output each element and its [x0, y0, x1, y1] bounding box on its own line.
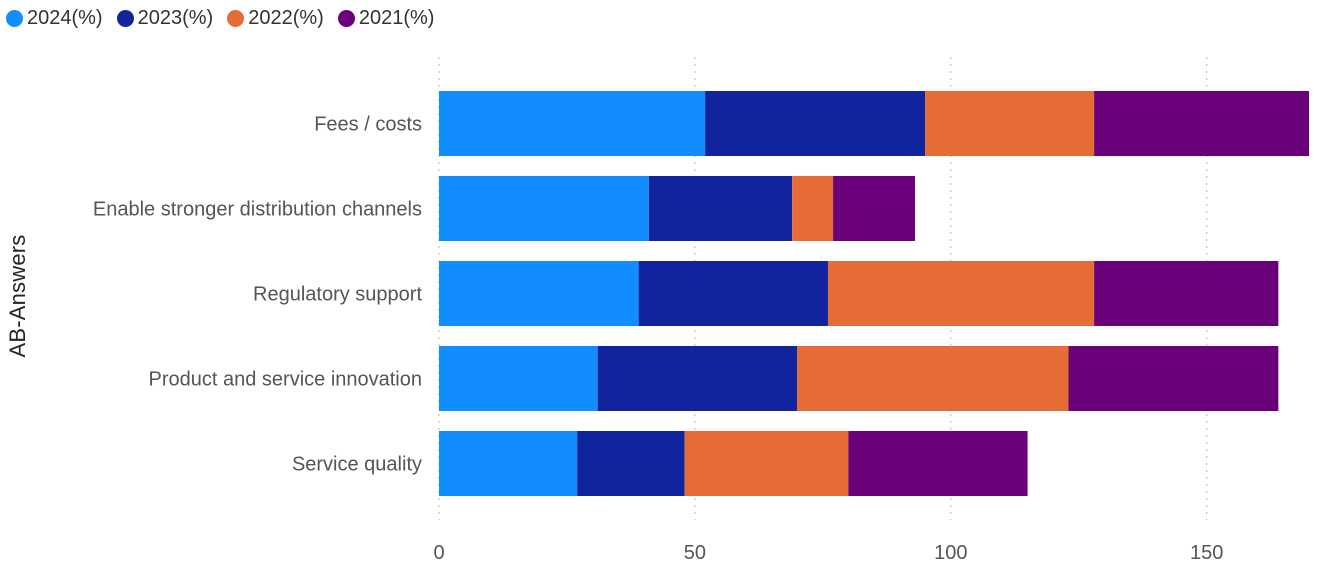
bar-enable-stronger-distribution-channels-2022[interactable] — [792, 176, 834, 241]
bar-product-and-service-innovation-2024[interactable] — [439, 346, 598, 411]
bar-segments — [439, 91, 1310, 496]
legend-item-2024[interactable]: 2024(%) — [6, 7, 103, 30]
bar-fees-costs-2024[interactable] — [439, 91, 706, 156]
x-tick-label-50: 50 — [684, 542, 706, 564]
bar-regulatory-support-2023[interactable] — [638, 261, 828, 326]
bar-service-quality-2024[interactable] — [439, 431, 578, 496]
bar-fees-costs-2023[interactable] — [705, 91, 926, 156]
bar-enable-stronger-distribution-channels-2024[interactable] — [439, 176, 649, 241]
legend-label-2022: 2022(%) — [248, 6, 324, 29]
bar-enable-stronger-distribution-channels-2023[interactable] — [648, 176, 793, 241]
category-label-regulatory-support: Regulatory support — [253, 284, 422, 306]
legend-label-2024: 2024(%) — [27, 6, 103, 29]
bar-product-and-service-innovation-2022[interactable] — [797, 346, 1069, 411]
x-tick-label-0: 0 — [433, 542, 444, 564]
legend-label-2023: 2023(%) — [137, 6, 214, 29]
bar-fees-costs-2021[interactable] — [1094, 91, 1310, 156]
category-axis: Fees / costs Enable stronger distribution… — [93, 114, 423, 476]
category-label-product-and-service-innovation: Product and service innovation — [149, 369, 423, 391]
bar-regulatory-support-2022[interactable] — [827, 261, 1095, 326]
category-label-fees-costs: Fees / costs — [314, 114, 422, 136]
legend-marker-2022 — [227, 9, 245, 27]
legend-marker-2023 — [116, 9, 134, 27]
bar-enable-stronger-distribution-channels-2021[interactable] — [833, 176, 915, 241]
chart-legend: 2024(%) 2023(%) 2022(%) 2021(%) — [6, 4, 434, 32]
x-tick-label-150: 150 — [1190, 542, 1223, 564]
bar-service-quality-2021[interactable] — [848, 431, 1028, 496]
bar-service-quality-2022[interactable] — [684, 431, 849, 496]
legend-label-2021: 2021(%) — [358, 6, 435, 29]
bar-product-and-service-innovation-2021[interactable] — [1068, 346, 1279, 411]
legend-item-2022[interactable]: 2022(%) — [227, 7, 324, 30]
legend-item-2021[interactable]: 2021(%) — [337, 6, 435, 30]
bar-product-and-service-innovation-2023[interactable] — [597, 346, 798, 411]
bar-regulatory-support-2024[interactable] — [439, 261, 639, 326]
legend-marker-2021 — [337, 9, 355, 27]
x-tick-label-100: 100 — [934, 542, 967, 564]
category-label-enable-stronger-distribution-channels: Enable stronger distribution channels — [93, 199, 422, 221]
bar-service-quality-2023[interactable] — [577, 431, 685, 496]
bar-fees-costs-2022[interactable] — [925, 91, 1095, 156]
category-label-service-quality: Service quality — [292, 454, 422, 476]
legend-marker-2024 — [6, 9, 23, 27]
legend-item-2023[interactable]: 2023(%) — [116, 6, 214, 30]
value-axis: 0 50 100 150 — [433, 542, 1223, 564]
bar-regulatory-support-2021[interactable] — [1094, 261, 1279, 326]
